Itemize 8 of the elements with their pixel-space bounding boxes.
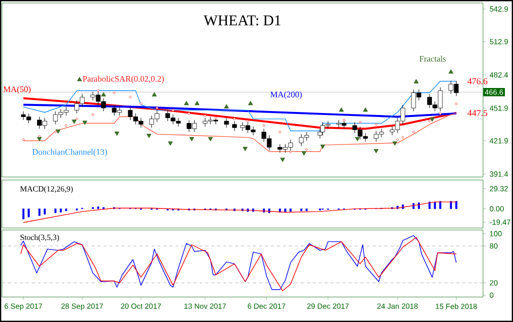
- text: DonchianChannel(13): [32, 148, 107, 156]
- annotation: 476.6: [468, 78, 488, 84]
- text: WHEAT: D1: [204, 15, 280, 26]
- series-label: MA(200): [270, 91, 302, 100]
- series-label: MA(50): [3, 86, 31, 94]
- series-label: Fractals: [420, 56, 446, 62]
- annotation: 447.5: [468, 110, 488, 116]
- series-label: ParabolicSAR(0.02,0.2): [82, 76, 164, 84]
